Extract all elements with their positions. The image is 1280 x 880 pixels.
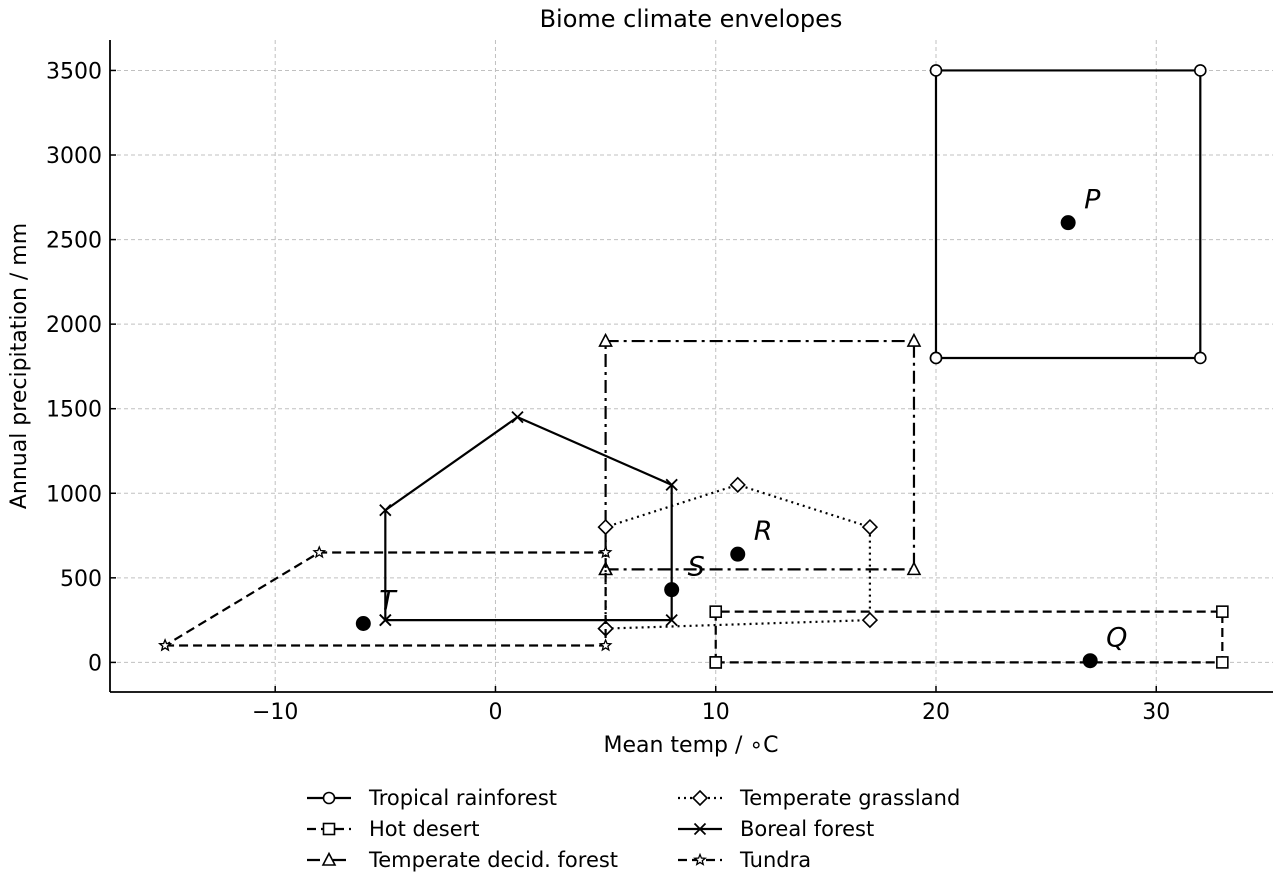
series-marker — [1216, 605, 1229, 618]
x-tick-label: 0 — [488, 700, 502, 725]
series-3 — [597, 476, 879, 637]
legend-marker — [693, 822, 707, 836]
series-marker — [709, 656, 723, 669]
y-tick-label: 0 — [88, 651, 102, 676]
point-p: P — [1060, 185, 1101, 231]
series-marker — [1216, 656, 1229, 669]
legend-item-4: Boreal forest — [678, 817, 874, 841]
point-label: T — [379, 586, 398, 617]
point-label: R — [754, 516, 773, 547]
legend-label: Hot desert — [369, 817, 480, 841]
series-layer — [158, 64, 1229, 669]
series-marker — [1194, 351, 1207, 365]
series-line — [934, 69, 1202, 360]
legend-label: Tropical rainforest — [368, 786, 557, 810]
legend-label: Tundra — [739, 848, 811, 872]
legend-label: Temperate decid. forest — [368, 848, 618, 872]
legend-marker — [322, 822, 336, 836]
series-line — [714, 610, 1224, 664]
point-r: R — [730, 516, 773, 562]
x-axis-label: Mean temp / ∘C — [603, 733, 778, 758]
series-marker — [929, 351, 943, 365]
series-1 — [709, 605, 1229, 669]
y-tick-label: 3500 — [46, 59, 102, 84]
series-marker — [158, 638, 172, 652]
point-dot — [1082, 653, 1098, 669]
x-tick-label: −10 — [252, 700, 298, 725]
point-label: P — [1084, 185, 1101, 216]
series-marker — [312, 545, 327, 559]
point-dot — [355, 616, 371, 632]
y-tick-label: 500 — [60, 567, 102, 592]
series-marker — [665, 478, 678, 491]
point-dot — [664, 582, 680, 598]
points-layer: P Q R S T — [355, 185, 1127, 669]
x-tick-label: 30 — [1142, 700, 1170, 725]
legend-marker — [322, 791, 336, 805]
legend: Tropical rainforest Hot desert Temperate d… — [307, 786, 960, 872]
series-marker — [665, 613, 678, 627]
series-5 — [158, 545, 613, 652]
series-marker — [511, 411, 524, 424]
point-dot — [1060, 215, 1076, 231]
series-marker — [861, 518, 879, 536]
legend-item-5: Tundra — [678, 848, 811, 872]
series-marker — [906, 332, 922, 347]
legend-item-1: Hot desert — [307, 817, 480, 841]
x-tick-label: 10 — [702, 700, 730, 725]
legend-marker — [691, 789, 709, 807]
series-marker — [709, 605, 723, 618]
series-marker — [379, 504, 392, 517]
series-marker — [598, 332, 613, 347]
y-tick-label: 2000 — [46, 313, 102, 338]
series-line — [384, 415, 673, 622]
y-tick-label: 3000 — [46, 144, 102, 169]
series-0 — [929, 64, 1207, 365]
legend-marker — [321, 851, 337, 866]
legend-item-0: Tropical rainforest — [307, 786, 557, 810]
point-label: Q — [1106, 623, 1127, 654]
y-axis-label: Annual precipitation / mm — [7, 223, 32, 509]
series-marker — [906, 561, 922, 576]
series-marker — [729, 476, 746, 493]
series-marker — [861, 611, 879, 629]
chart-title: Biome climate envelopes — [540, 5, 843, 33]
y-tick-label: 2500 — [46, 229, 102, 254]
series-line — [604, 483, 872, 630]
point-q: Q — [1082, 623, 1127, 669]
series-marker — [929, 64, 943, 77]
y-tick-label: 1000 — [46, 482, 102, 507]
point-t: T — [355, 586, 398, 632]
grid — [110, 40, 1273, 692]
series-marker — [597, 518, 614, 536]
legend-item-2: Temperate decid. forest — [307, 848, 618, 872]
series-marker — [379, 613, 392, 627]
x-tick-label: 20 — [922, 700, 950, 725]
point-label: S — [688, 552, 705, 583]
series-line — [604, 339, 916, 571]
legend-marker — [693, 852, 707, 866]
point-dot — [730, 546, 746, 562]
series-4 — [379, 411, 678, 627]
point-s: S — [664, 552, 705, 598]
axes: −10 0 10 20 30 0 500 1000 1500 2000 2500 3000 3500 — [46, 40, 1273, 725]
series-marker — [598, 545, 613, 559]
series-2 — [598, 332, 922, 576]
legend-label: Boreal forest — [740, 817, 874, 841]
legend-label: Temperate grassland — [739, 786, 960, 810]
series-marker — [598, 638, 613, 652]
legend-item-3: Temperate grassland — [678, 786, 960, 810]
series-marker — [1194, 64, 1207, 77]
y-tick-label: 1500 — [46, 398, 102, 423]
